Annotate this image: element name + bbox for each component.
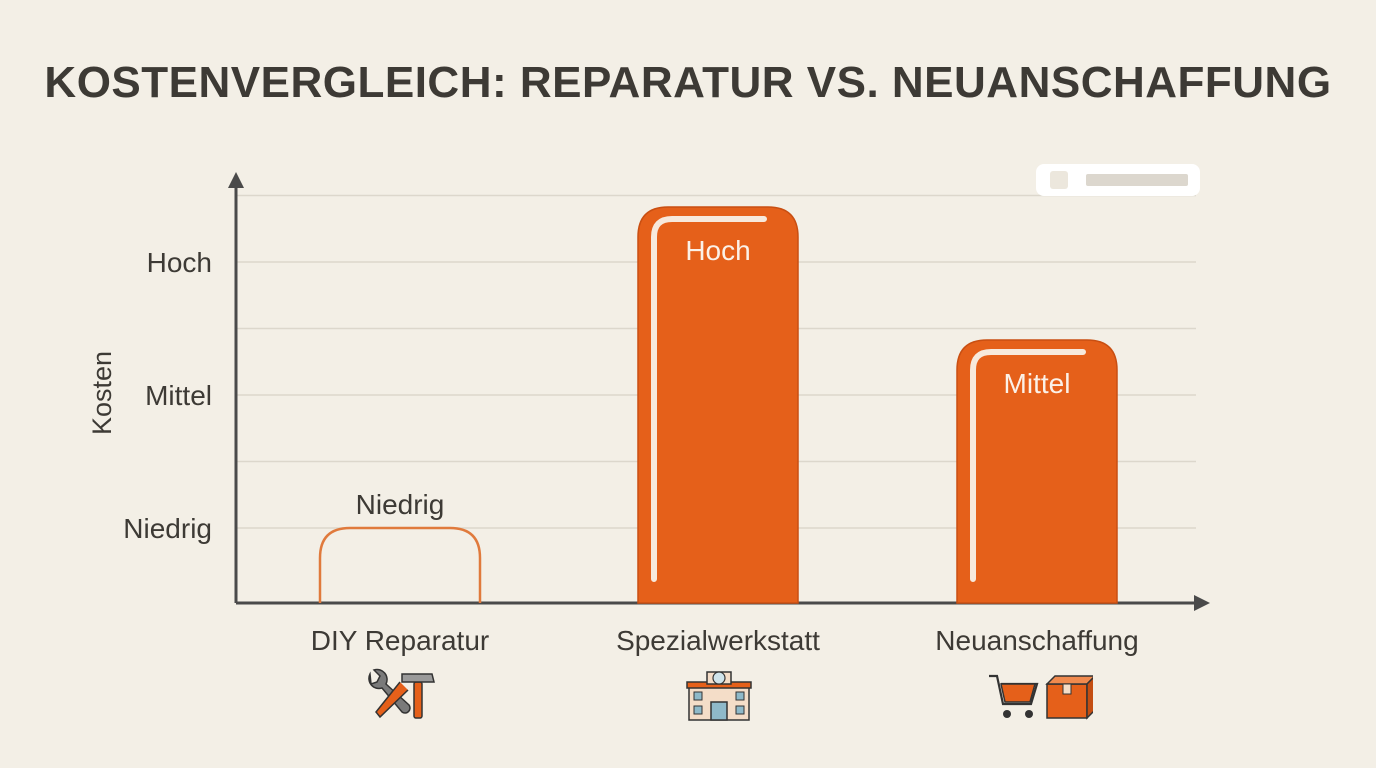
legend-swatch [1050,171,1068,189]
x-tick-labels: DIY Reparatur Spezialwerkstatt Neuanschaff… [311,625,1139,656]
x-axis-arrow [1194,595,1210,611]
workshop-building-icon [686,671,752,721]
y-tick-label: Niedrig [123,513,212,544]
y-tick-label: Hoch [147,247,212,278]
x-tick-label: Spezialwerkstatt [616,625,820,656]
bar [956,339,1118,604]
bar [637,206,799,604]
legend [1036,164,1200,196]
y-tick-labels: Niedrig Mittel Hoch [123,247,212,544]
bar-highlight [970,349,1086,582]
x-tick-label: Neuanschaffung [935,625,1138,656]
bar-highlight [651,216,767,582]
bar-data-label: Niedrig [356,489,445,520]
bars: Niedrig Hoch Mittel [318,206,1118,604]
chart-title: KOSTENVERGLEICH: REPARATUR VS. NEUANSCHA… [44,58,1332,107]
y-axis-arrow [228,172,244,188]
y-axis-label: Kosten [87,351,117,435]
legend-placeholder [1086,174,1188,186]
y-tick-label: Mittel [145,380,212,411]
wrench-hammer-icon [368,668,435,719]
bar-data-label: Mittel [1004,368,1071,399]
x-tick-label: DIY Reparatur [311,625,489,656]
bar [318,526,482,603]
bar-data-label: Hoch [685,235,750,266]
cart-box-icon [989,674,1093,720]
